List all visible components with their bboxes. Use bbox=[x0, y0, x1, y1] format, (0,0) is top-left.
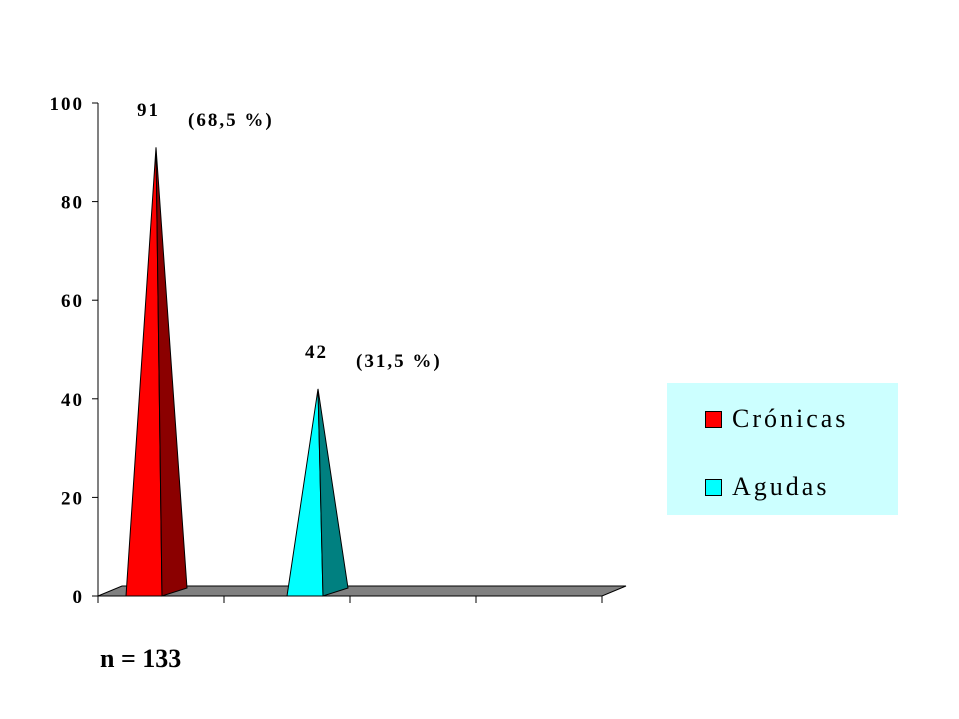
data-label-percent-1: (31,5 %) bbox=[356, 351, 442, 372]
y-tick-label: 100 bbox=[50, 94, 85, 115]
sample-size-note: n = 133 bbox=[100, 644, 182, 673]
legend-item-agudas: Agudas bbox=[705, 472, 829, 502]
y-tick-label: 20 bbox=[61, 488, 84, 509]
chart-bars bbox=[125, 147, 349, 597]
legend-item-cronicas: Crónicas bbox=[705, 404, 848, 434]
legend: Crónicas Agudas bbox=[667, 383, 898, 515]
y-tick-label: 60 bbox=[61, 291, 84, 312]
y-tick-label: 40 bbox=[61, 390, 84, 411]
bar-cone-crónicas-side bbox=[155, 147, 188, 597]
data-label-value-0: 91 bbox=[137, 100, 160, 121]
data-label-value-1: 42 bbox=[305, 342, 328, 363]
y-tick-label: 80 bbox=[61, 193, 84, 214]
bar-cone-agudas-front bbox=[286, 388, 324, 597]
legend-swatch-cronicas bbox=[705, 410, 722, 428]
legend-label-cronicas: Crónicas bbox=[732, 404, 849, 433]
chart-data-labels: 91 (68,5 %) 42 (31,5 %) bbox=[137, 100, 442, 372]
legend-label-agudas: Agudas bbox=[732, 472, 830, 501]
bar-cone-agudas-side bbox=[317, 388, 349, 597]
data-label-percent-0: (68,5 %) bbox=[188, 110, 274, 131]
legend-swatch-agudas bbox=[705, 478, 722, 496]
chart-axes: 0 20 40 60 80 100 bbox=[50, 94, 603, 608]
y-tick-label: 0 bbox=[73, 587, 85, 608]
